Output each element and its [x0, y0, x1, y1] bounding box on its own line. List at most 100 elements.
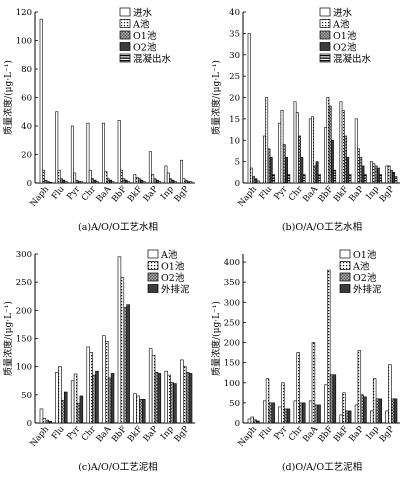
y-tick-label: 400: [224, 258, 240, 268]
x-tick-label: BbF: [316, 184, 335, 204]
bar-baa-series-1: [102, 335, 106, 424]
bar-inp-series-1: [370, 410, 374, 424]
bar-chr-series-4: [302, 402, 306, 424]
bar-naph-series-4: [256, 420, 260, 424]
legend-swatch: [119, 30, 131, 40]
bar-baa-series-3: [107, 377, 112, 424]
legend-swatch: [119, 7, 131, 17]
bar-chr-series-3: [92, 374, 96, 424]
x-tick-label: Pyr: [65, 184, 83, 202]
bar-naph-series-1: [39, 408, 44, 424]
bar-baa-series-2: [311, 342, 316, 424]
bar-flu-series-2: [58, 366, 62, 424]
y-tick-label: 0: [235, 419, 240, 429]
legend-swatch: [339, 261, 351, 270]
bar-flu-series-3: [267, 148, 271, 184]
bar-baa-series-4: [110, 373, 115, 424]
bar-bgp-series-5: [394, 176, 398, 184]
y-tick-label: 100: [16, 37, 32, 47]
bar-flu-series-5: [272, 174, 275, 184]
bar-bap-series-5: [363, 174, 367, 184]
legend-swatch: [339, 284, 351, 293]
bar-naph-series-1: [39, 18, 43, 184]
bar-inp-series-1: [370, 161, 373, 184]
legend-label: 进水: [333, 7, 353, 19]
legend-swatch: [319, 53, 331, 63]
bar-baa-series-4: [317, 404, 321, 424]
bar-chr-series-2: [295, 112, 299, 184]
y-tick-label: 150: [224, 359, 240, 369]
x-tick-label: BgP: [378, 424, 397, 444]
bar-pyr-series-1: [70, 380, 75, 424]
bar-pyr-series-2: [281, 382, 285, 424]
bar-pyr-series-2: [73, 172, 77, 184]
bar-baa-series-1: [308, 400, 313, 424]
bar-bgp-series-1: [180, 359, 184, 424]
bar-bkf-series-2: [342, 392, 346, 424]
bar-bkf-series-4: [347, 410, 352, 424]
x-tick-label: BaP: [347, 184, 366, 204]
bar-bkf-series-4: [142, 399, 146, 424]
bar-pyr-series-3: [76, 402, 81, 424]
bar-baa-series-2: [311, 116, 315, 184]
y-tick-label: 15: [229, 115, 240, 125]
legend-swatch: [119, 19, 131, 28]
legend-label: O1池: [353, 249, 377, 261]
x-tick-label: Flu: [258, 424, 275, 442]
x-tick-label: Pyr: [273, 184, 291, 202]
bar-inp-series-5: [173, 181, 177, 184]
legend-label: A池: [352, 261, 370, 273]
bar-pyr-series-3: [283, 408, 288, 424]
legend-swatch: [319, 19, 331, 28]
x-tick-label: BaP: [142, 424, 161, 444]
bar-inp-series-1: [164, 165, 168, 184]
legend-label: O2池: [353, 272, 377, 284]
bar-bkf-series-3: [344, 135, 347, 184]
x-tick-label: BgP: [173, 184, 192, 204]
bar-inp-series-3: [170, 382, 174, 424]
bar-baa-series-5: [111, 181, 115, 184]
bar-flu-series-1: [55, 371, 59, 424]
bar-flu-series-4: [269, 157, 273, 184]
legend-label: O1池: [133, 30, 157, 42]
x-tick-label: BkF: [126, 424, 145, 444]
x-tick-label: Flu: [50, 184, 67, 202]
bar-bkf-series-2: [341, 110, 345, 184]
bar-chr-series-1: [86, 346, 91, 424]
y-tick-label: 0: [235, 179, 240, 189]
bar-inp-series-2: [166, 172, 170, 184]
bar-chr-series-3: [298, 135, 301, 184]
bar-bgp-series-3: [391, 398, 395, 424]
bar-bap-series-2: [357, 350, 362, 424]
bar-inp-series-4: [171, 179, 175, 184]
x-tick-label: Flu: [50, 424, 67, 442]
legend-label: 混凝出水: [133, 53, 172, 65]
y-axis-label: 质量浓度/(μg·L⁻¹): [2, 301, 14, 376]
bar-bkf-series-3: [137, 178, 141, 184]
bar-pyr-series-3: [282, 144, 286, 184]
bar-bap-series-3: [154, 371, 159, 424]
bar-naph-series-4: [46, 181, 50, 184]
bar-baa-series-4: [315, 161, 319, 184]
panel-caption: (d)O/A/O工艺泥相: [282, 461, 362, 473]
bar-bap-series-1: [148, 151, 152, 184]
y-tick-label: 30: [229, 51, 240, 61]
bar-chr-series-1: [293, 400, 298, 424]
bar-bap-series-2: [357, 148, 360, 184]
bar-pyr-series-2: [73, 373, 78, 424]
x-tick-label: BaP: [142, 184, 161, 204]
bar-inp-series-1: [164, 370, 169, 424]
bar-bbf-series-3: [122, 178, 126, 184]
bar-bgp-series-3: [389, 169, 393, 184]
bar-bkf-series-1: [339, 414, 343, 424]
bar-bbf-series-4: [332, 374, 337, 424]
bar-baa-series-3: [106, 178, 110, 184]
x-tick-label: BaA: [95, 184, 114, 204]
bar-bap-series-3: [359, 157, 363, 184]
bar-bap-series-4: [157, 373, 162, 424]
y-tick-label: 35: [229, 29, 240, 39]
x-tick-label: BbF: [110, 424, 129, 444]
bar-bap-series-2: [151, 174, 155, 184]
bar-pyr-series-5: [287, 174, 291, 184]
